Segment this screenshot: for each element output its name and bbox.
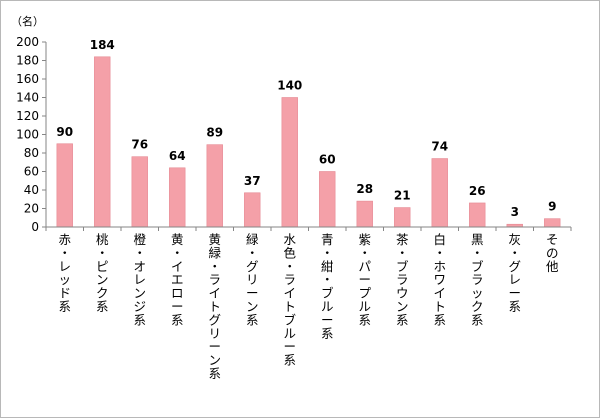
y-tick-label: 100 (16, 128, 39, 142)
bar (356, 200, 373, 228)
bar-value-label: 74 (431, 140, 448, 154)
bar-value-label: 184 (90, 38, 115, 52)
bar-value-label: 21 (394, 189, 411, 203)
bar (469, 202, 486, 228)
bar-value-label: 89 (206, 126, 223, 140)
y-tick-label: 60 (24, 165, 39, 179)
x-axis-labels: 赤・レッド系 桃・ピンク系 橙・オレンジ系 黄・イエロー系 黄緑・ライトグリーン系 緑・グ… (58, 232, 559, 381)
category-label: 緑・グリーン系 (246, 232, 259, 327)
category-label: 灰・グレー系 (508, 232, 521, 314)
bars-group (56, 56, 561, 228)
bar (94, 56, 111, 228)
y-tick-label: 120 (16, 109, 39, 123)
y-axis-ticks: 0 20 40 60 80 100 120 140 160 180 200 (16, 35, 572, 234)
y-tick-label: 200 (16, 35, 39, 49)
bar-value-label: 60 (319, 153, 336, 167)
bar-value-label: 90 (56, 125, 73, 139)
bar (206, 144, 223, 228)
category-label: その他 (546, 232, 559, 274)
data-labels-group: 90 184 76 64 89 37 140 60 28 21 74 26 3 9 (56, 38, 556, 219)
y-tick-label: 0 (31, 220, 39, 234)
category-label: 水色・ライトブルー系 (283, 232, 296, 368)
bar-value-label: 64 (169, 149, 186, 163)
bar-value-label: 76 (131, 138, 148, 152)
bar (394, 207, 411, 228)
bar (56, 143, 73, 228)
y-tick-label: 20 (24, 202, 39, 216)
category-label: 茶・ブラウン系 (396, 232, 409, 327)
y-tick-label: 80 (24, 146, 39, 160)
category-label: 桃・ピンク系 (96, 232, 109, 314)
category-label: 橙・オレンジ系 (133, 232, 146, 327)
category-label: 白・ホワイト系 (433, 232, 446, 327)
category-label: 黄緑・ライトグリーン系 (208, 232, 221, 381)
category-label: 紫・パープル系 (358, 232, 371, 327)
bar (169, 167, 186, 228)
category-label: 黄・イエロー系 (171, 232, 184, 327)
bar-value-label: 26 (469, 184, 486, 198)
bar-value-label: 37 (244, 174, 261, 188)
bar-value-label: 9 (548, 200, 556, 214)
y-tick-label: 140 (16, 91, 39, 105)
y-axis-unit-label: （名） (11, 14, 44, 28)
bar (281, 97, 298, 228)
bar (544, 218, 561, 228)
y-tick-label: 160 (16, 72, 39, 86)
y-tick-label: 40 (24, 183, 39, 197)
bar-value-label: 28 (356, 182, 373, 196)
category-label: 黒・ブラック系 (471, 232, 484, 327)
bar (319, 171, 336, 228)
bar (244, 192, 261, 228)
bar (131, 156, 148, 228)
bar-value-label: 3 (511, 205, 519, 219)
category-label: 赤・レッド系 (58, 232, 71, 314)
bar (431, 158, 448, 228)
category-label: 青・紺・ブルー系 (321, 232, 334, 341)
y-tick-label: 180 (16, 54, 39, 68)
bar-value-label: 140 (277, 79, 302, 93)
